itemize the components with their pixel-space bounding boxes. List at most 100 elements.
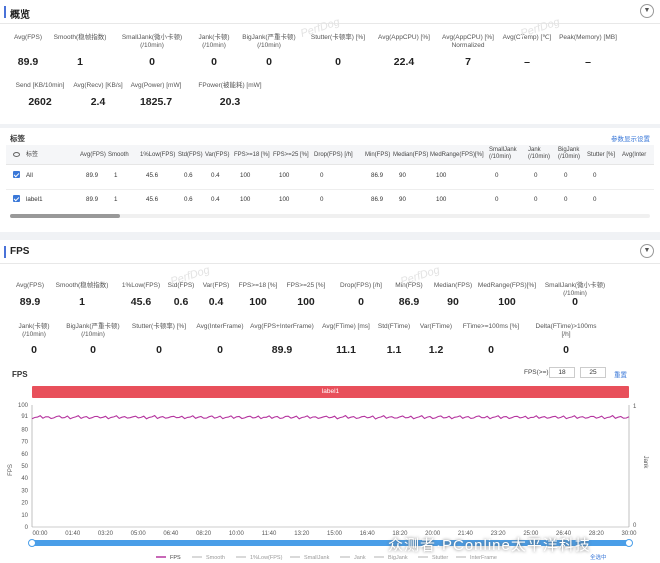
threshold-input-2[interactable]: 25 bbox=[580, 367, 606, 378]
metric-label: Avg(FPS+InterFrame) bbox=[250, 323, 314, 330]
metric-value: 89.9 bbox=[19, 296, 41, 308]
metric-value: 86.9 bbox=[398, 296, 420, 308]
time-range-slider[interactable] bbox=[32, 540, 629, 546]
metric-label: Avg(AppCPU) [%] bbox=[378, 34, 430, 41]
metric-value: – bbox=[524, 56, 530, 68]
metric-value: 45.6 bbox=[130, 296, 152, 308]
slider-handle-left[interactable] bbox=[28, 539, 36, 547]
legend-item[interactable]: Smooth bbox=[206, 555, 225, 561]
table-header-cell[interactable]: Avg(Inter bbox=[622, 152, 647, 158]
chevron-down-icon[interactable]: ▼ bbox=[640, 4, 654, 18]
metric-value: 0 bbox=[31, 344, 37, 356]
table-header-cell[interactable]: 标签 bbox=[26, 152, 39, 158]
x-tick-label: 15:00 bbox=[327, 531, 343, 537]
metric-label: FPower(被能耗) [mW] bbox=[198, 82, 262, 89]
metric-label: FPS>=25 [%] bbox=[286, 282, 326, 289]
metric-value: 90 bbox=[447, 296, 459, 308]
y-tick-label: 60 bbox=[21, 452, 28, 458]
y-tick-label: 20 bbox=[21, 501, 28, 507]
table-cell: 0 bbox=[495, 172, 499, 179]
y-axis-label: FPS bbox=[8, 464, 14, 476]
table-cell: 0.6 bbox=[184, 196, 193, 203]
table-header-cell[interactable]: Min(FPS) bbox=[365, 152, 391, 158]
metric-value: 0 bbox=[211, 56, 217, 68]
table-header-cell[interactable]: Std(FPS) bbox=[178, 152, 203, 158]
labels-panel: 标签 参数显示设置 标签 Avg(FPS) Smooth 1%Low(FPS) Std(… bbox=[0, 128, 660, 232]
x-tick-label: 10:00 bbox=[229, 531, 245, 537]
metric-value: 0 bbox=[572, 296, 578, 308]
legend-item[interactable]: FPS bbox=[170, 555, 181, 561]
x-tick-label: 06:40 bbox=[163, 531, 179, 537]
threshold-input-1[interactable]: 18 bbox=[549, 367, 575, 378]
metric-value: 7 bbox=[465, 56, 471, 68]
table-header-cell[interactable]: Median(FPS) bbox=[393, 152, 429, 158]
metric-value: 100 bbox=[498, 296, 516, 308]
y2-tick-label: 0 bbox=[633, 523, 637, 529]
table-header-cell[interactable]: 1%Low(FPS) bbox=[140, 152, 176, 158]
table-header-cell[interactable]: Jank (/10min) bbox=[528, 147, 551, 160]
legend-item[interactable]: Stutter bbox=[432, 555, 448, 561]
table-header-cell[interactable]: Var(FPS) bbox=[205, 152, 230, 158]
metric-label: BigJank(严重卡顿) (/10min) bbox=[66, 323, 120, 338]
x-tick-label: 25:00 bbox=[523, 531, 539, 537]
metric-label: Avg(InterFrame) bbox=[196, 323, 244, 330]
metric-label: Send [KB/10min] bbox=[15, 82, 65, 89]
table-header-cell[interactable]: Avg(FPS) bbox=[80, 152, 106, 158]
metric-value: 2602 bbox=[28, 96, 52, 108]
table-cell: 0 bbox=[320, 196, 324, 203]
table-header-cell[interactable]: FPS>=18 [%] bbox=[234, 152, 270, 158]
row-checkbox[interactable] bbox=[13, 171, 20, 178]
table-cell: 1 bbox=[114, 172, 118, 179]
x-tick-label: 28:20 bbox=[589, 531, 605, 537]
chevron-down-icon[interactable]: ▼ bbox=[640, 244, 654, 258]
label-band[interactable] bbox=[32, 386, 629, 398]
table-header-cell[interactable]: BigJank (/10min) bbox=[558, 147, 581, 160]
table-header-cell[interactable]: Drop(FPS) [/h] bbox=[314, 152, 353, 158]
row-checkbox[interactable] bbox=[13, 195, 20, 202]
table-header-row bbox=[6, 145, 654, 165]
table-cell: 0 bbox=[593, 172, 597, 179]
metric-label: Jank(卡顿) (/10min) bbox=[18, 323, 50, 338]
metric-label: Avg(FPS) bbox=[15, 282, 45, 289]
metric-label: Smooth(稳帧指数) bbox=[53, 34, 107, 41]
settings-link[interactable]: 参数显示设置 bbox=[611, 136, 650, 143]
fps-title: FPS bbox=[10, 246, 30, 257]
table-header-cell[interactable]: SmallJank (/10min) bbox=[489, 147, 517, 160]
table-cell: 90 bbox=[399, 172, 406, 179]
legend-item[interactable]: BigJank bbox=[388, 555, 408, 561]
table-header-cell[interactable]: Stutter [%] bbox=[587, 152, 616, 158]
y-tick-label: 0 bbox=[25, 525, 29, 531]
metric-value: 0 bbox=[217, 344, 223, 356]
table-cell: 100 bbox=[240, 196, 251, 203]
x-tick-label: 03:20 bbox=[98, 531, 114, 537]
table-header-cell[interactable]: FPS>=25 [%] bbox=[273, 152, 309, 158]
metric-label: Stutter(卡顿率) [%] bbox=[310, 34, 366, 41]
x-tick-label: 13:20 bbox=[294, 531, 310, 537]
table-cell: 0.6 bbox=[184, 172, 193, 179]
metric-label: Peak(Memory) [MB] bbox=[559, 34, 617, 41]
y-tick-label: 80 bbox=[21, 427, 28, 433]
horizontal-scrollbar-thumb[interactable] bbox=[10, 214, 120, 218]
table-header-cell[interactable]: Smooth bbox=[108, 152, 129, 158]
slider-handle-right[interactable] bbox=[625, 539, 633, 547]
metric-value: – bbox=[585, 56, 591, 68]
y-tick-label: 91 bbox=[21, 414, 28, 420]
metric-label: SmallJank(微小卡顿) (/10min) bbox=[544, 282, 606, 297]
legend-item[interactable]: SmallJank bbox=[304, 555, 330, 561]
table-row-divider bbox=[6, 189, 654, 190]
y-tick-label: 10 bbox=[21, 513, 28, 519]
metric-value: 1.2 bbox=[428, 344, 444, 356]
legend-item[interactable]: Jank bbox=[354, 555, 366, 561]
footer-watermark: 众测者·PConline太平洋科技 bbox=[388, 537, 591, 554]
legend-item[interactable]: 1%Low(FPS) bbox=[250, 555, 283, 561]
table-header-cell[interactable]: MedRange(FPS)[%] bbox=[430, 152, 484, 158]
select-all-button[interactable]: 全选中 bbox=[590, 553, 607, 561]
metric-label: Var(FPS) bbox=[202, 282, 230, 289]
metric-value: 0 bbox=[335, 56, 341, 68]
eye-icon[interactable] bbox=[13, 152, 20, 157]
reset-button[interactable]: 重置 bbox=[614, 372, 627, 379]
metric-label: Var(FTime) bbox=[419, 323, 453, 330]
legend-item[interactable]: InterFrame bbox=[470, 555, 497, 561]
metric-label: Jank(卡顿) (/10min) bbox=[198, 34, 230, 49]
y2-axis-label: Jank bbox=[642, 456, 648, 470]
